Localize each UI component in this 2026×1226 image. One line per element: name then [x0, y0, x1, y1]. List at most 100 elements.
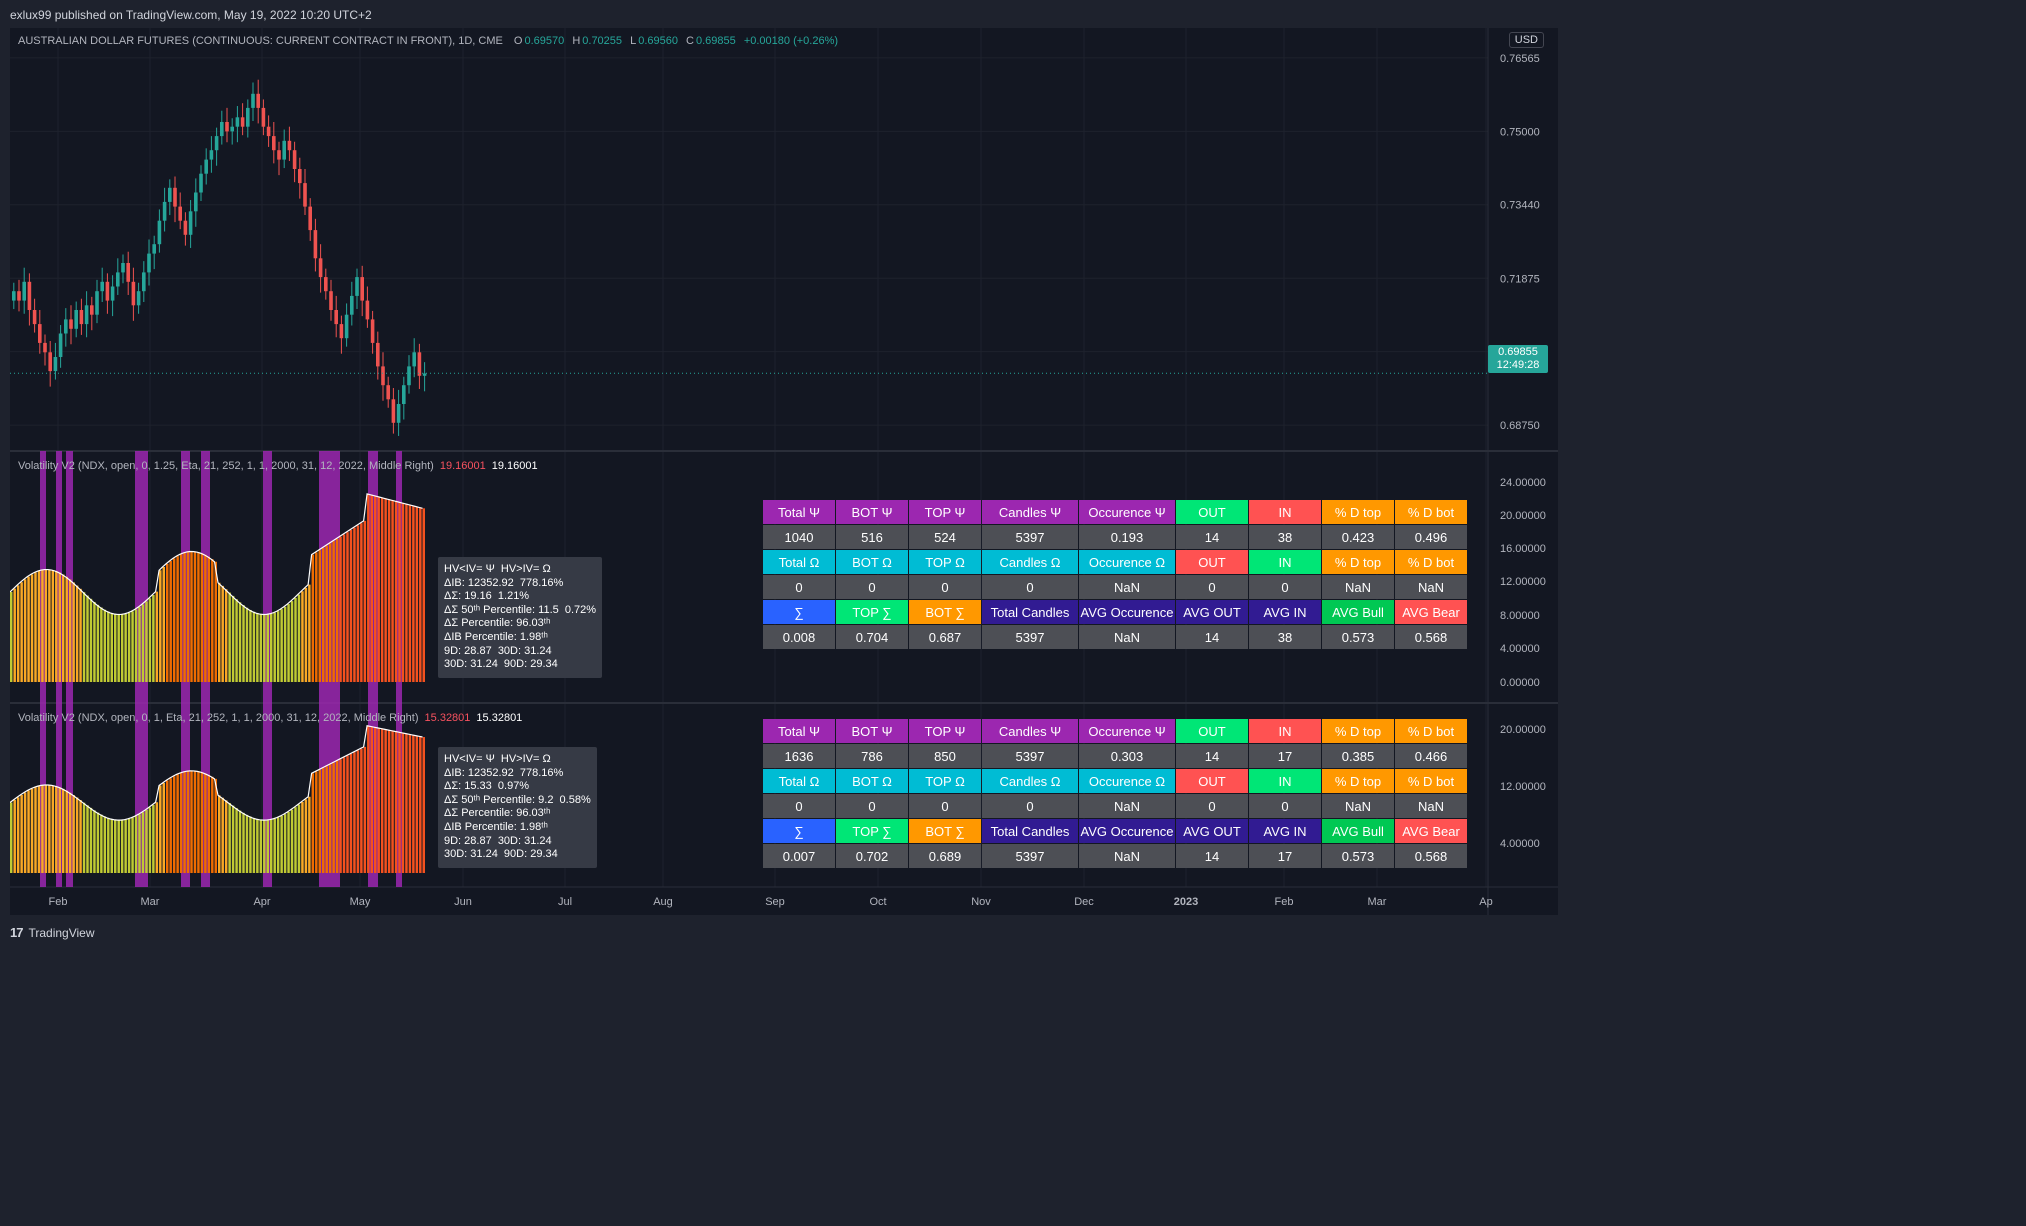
- volatility-bar: [162, 566, 165, 682]
- volatility-line: [10, 725, 423, 821]
- volatility-bar: [41, 570, 44, 682]
- volatility-bar: [273, 818, 276, 873]
- volatility-bar: [44, 784, 48, 873]
- stats-cell: NaN: [1322, 794, 1394, 818]
- stats-cell: % D top: [1322, 550, 1394, 574]
- volatility-bar: [308, 796, 311, 873]
- volatility-bar: [51, 785, 55, 873]
- volatility-bar: [218, 582, 221, 682]
- countdown-value: 12:49:28: [1496, 359, 1540, 371]
- volatility-bar: [145, 809, 148, 873]
- volatility-bar: [183, 552, 186, 682]
- volatility-bar: [117, 820, 120, 873]
- volatility-histogram-2: [10, 725, 425, 873]
- stats-cell: OUT: [1176, 769, 1248, 793]
- volatility-bar: [41, 785, 44, 873]
- volatility-bar: [211, 776, 214, 873]
- volatility-bar: [228, 592, 231, 682]
- stats-cell: 0.702: [836, 844, 908, 868]
- time-axis-label: Oct: [869, 896, 886, 908]
- volatility-bar: [145, 601, 148, 682]
- stats-cell: % D top: [1322, 769, 1394, 793]
- stats-cell: NaN: [1079, 625, 1175, 649]
- stats-cell: 1040: [763, 525, 835, 549]
- candle-body: [64, 319, 68, 334]
- volatility-bar: [86, 595, 89, 682]
- stats-cell: 0: [836, 794, 908, 818]
- candle-body: [100, 281, 104, 292]
- stats-cell: BOT ∑: [909, 600, 981, 624]
- stats-cell: AVG Bear: [1395, 600, 1467, 624]
- stats-value-row: 0 0 0 0 NaN 0 0 NaN NaN: [763, 575, 1467, 599]
- volatility-bar: [367, 493, 370, 682]
- candle-body: [417, 352, 422, 376]
- candle-body: [344, 314, 349, 339]
- stats-header-row: Total Ψ BOT Ψ TOP Ψ Candles Ψ Occurence Ψ OUT…: [763, 719, 1467, 743]
- volatility-bar: [374, 495, 377, 682]
- volatility-bar: [155, 591, 159, 682]
- stats-cell: 0.385: [1322, 744, 1394, 768]
- candle-body: [360, 277, 364, 301]
- stats-value-row: 1040 516 524 5397 0.193 14 38 0.423 0.496: [763, 525, 1467, 549]
- stats-cell: IN: [1249, 719, 1321, 743]
- stats-cell: TOP ∑: [836, 600, 908, 624]
- volatility-bar: [58, 572, 61, 682]
- stats-cell: % D bot: [1395, 500, 1467, 524]
- volatility-bar: [179, 773, 183, 873]
- candle-body: [386, 385, 390, 400]
- indicator2-legend[interactable]: Volatility V2 (NDX, open, 0, 1, Eta, 21,…: [18, 712, 522, 724]
- chart-canvas[interactable]: 0.765650.750000.734400.718750.703150.687…: [10, 28, 1558, 915]
- volatility-bar: [252, 611, 256, 682]
- volatility-bar: [287, 604, 290, 682]
- stats-cell: 0: [982, 575, 1078, 599]
- volatility-bar: [166, 780, 169, 873]
- volatility-bar: [311, 554, 315, 682]
- stats-cell: 0.573: [1322, 625, 1394, 649]
- volatility-bar: [27, 576, 30, 682]
- stats-cell: Total Ψ: [763, 719, 835, 743]
- volatility-bar: [82, 802, 86, 873]
- stats-cell: 14: [1176, 744, 1248, 768]
- volatility-bar: [51, 570, 55, 682]
- volatility-bar: [120, 614, 124, 682]
- volatility-bar: [270, 613, 273, 682]
- indicator1-legend[interactable]: Volatility V2 (NDX, open, 0, 1.25, Eta, …: [18, 460, 538, 472]
- candle-body: [43, 342, 47, 353]
- volatility-bar: [148, 807, 152, 873]
- time-axis-label: Apr: [253, 896, 270, 908]
- volatility-bar: [162, 782, 165, 873]
- volatility-bar: [370, 726, 373, 873]
- volatility-bar: [238, 810, 242, 873]
- open-value: 0.69570: [524, 35, 565, 47]
- currency-button[interactable]: USD: [1508, 32, 1544, 48]
- candle-body: [126, 263, 130, 282]
- candle-body: [240, 117, 245, 127]
- candle-body: [38, 324, 42, 343]
- volatility-bar: [294, 597, 297, 682]
- candle-body: [235, 117, 240, 127]
- volatility-bar: [68, 579, 72, 682]
- stats-header-row: ∑ TOP ∑ BOT ∑ Total Candles AVG Occurence AVG…: [763, 819, 1467, 843]
- main-legend[interactable]: AUSTRALIAN DOLLAR FUTURES (CONTINUOUS: C…: [18, 35, 840, 47]
- volatility-bar: [315, 771, 318, 873]
- tradingview-logo[interactable]: 17 TradingView: [10, 925, 95, 940]
- last-price-tag: 0.69855 12:49:28: [1488, 345, 1548, 373]
- volatility-bar: [141, 812, 145, 873]
- candle-body: [230, 126, 234, 132]
- stats-cell: Candles Ψ: [982, 719, 1078, 743]
- tradingview-logo-icon: 17: [10, 925, 24, 940]
- stats-cell: AVG Bear: [1395, 819, 1467, 843]
- volatility-bar: [325, 545, 328, 682]
- stats-value-row: 0.008 0.704 0.687 5397 NaN 14 38 0.573 0.568: [763, 625, 1467, 649]
- indicator2-axis-label: 20.00000: [1500, 724, 1546, 736]
- volatility-bar: [89, 598, 93, 682]
- volatility-bar: [380, 497, 384, 682]
- volatility-bar: [176, 774, 179, 873]
- volatility-bar: [349, 753, 353, 873]
- volatility-bar: [322, 768, 325, 873]
- volatility-bar: [360, 523, 363, 682]
- indicator1-axis-label: 12.00000: [1500, 576, 1546, 588]
- candle-body: [142, 272, 146, 292]
- volatility-bar: [120, 820, 124, 873]
- chart-area[interactable]: 0.765650.750000.734400.718750.703150.687…: [10, 28, 1558, 915]
